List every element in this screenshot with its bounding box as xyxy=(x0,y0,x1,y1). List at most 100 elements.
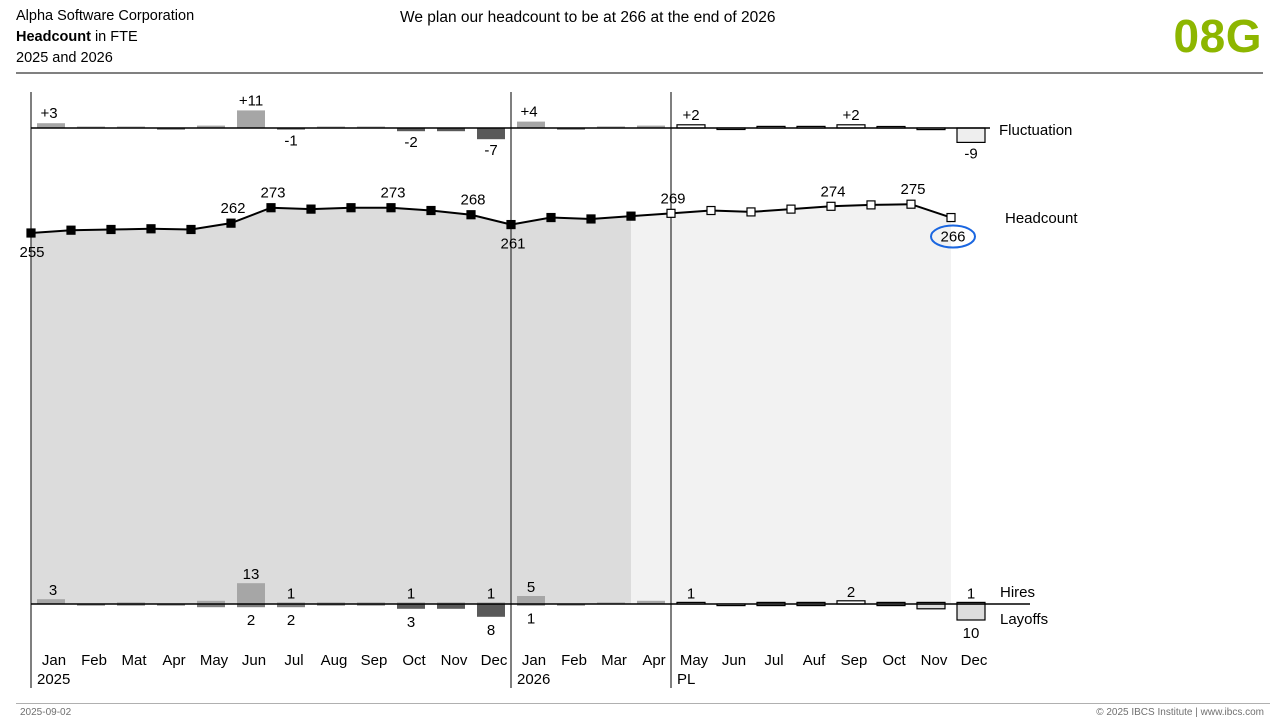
year-label: PL xyxy=(677,671,695,688)
hires-label: 2 xyxy=(847,584,855,601)
month-label: Dec xyxy=(481,652,508,669)
year-label: 2026 xyxy=(517,671,550,688)
month-label: Mar xyxy=(601,652,627,669)
measure-unit: in FTE xyxy=(90,29,138,45)
headcount-point xyxy=(506,219,516,230)
fluctuation-bar xyxy=(517,121,545,128)
hires-label: 1 xyxy=(967,585,975,602)
month-label: Auf xyxy=(803,652,826,669)
headcount-point xyxy=(866,200,876,210)
year-label: 2025 xyxy=(37,671,70,688)
headcount-label: 269 xyxy=(660,190,685,207)
layoffs-bar xyxy=(557,604,585,606)
hires-label: 1 xyxy=(407,585,415,602)
layoffs-label: 8 xyxy=(487,622,495,639)
measure-title: Headcount in FTE xyxy=(16,27,138,48)
layoffs-bar xyxy=(956,603,986,621)
headcount-point xyxy=(226,218,236,228)
layoffs-bar xyxy=(277,604,305,608)
headcount-label: 262 xyxy=(220,200,245,217)
hires-label: 3 xyxy=(49,582,57,599)
layoffs-label: 2 xyxy=(287,612,295,629)
headcount-point xyxy=(26,228,36,238)
layoffs-label: 1 xyxy=(527,611,535,628)
headcount-point xyxy=(266,203,276,213)
month-label: Jul xyxy=(284,652,303,669)
month-label: Feb xyxy=(561,652,587,669)
fluctuation-legend: Fluctuation xyxy=(999,122,1072,139)
headcount-point xyxy=(106,224,116,235)
footer-date: 2025-09-02 xyxy=(20,707,72,718)
headcount-point xyxy=(746,207,756,217)
month-label: Sep xyxy=(361,652,388,669)
month-label: Nov xyxy=(921,652,948,669)
hires-bar xyxy=(117,602,145,604)
layoffs-label: 2 xyxy=(247,612,255,629)
month-label: Jun xyxy=(722,652,746,669)
highlight-ellipse xyxy=(930,224,976,249)
headcount-label: 275 xyxy=(900,181,925,198)
fluctuation-bar xyxy=(277,128,305,130)
hires-bar xyxy=(437,602,465,604)
layoffs-bar xyxy=(157,604,185,606)
headcount-point xyxy=(306,204,316,214)
fluctuation-bar xyxy=(477,128,505,140)
footer-rule xyxy=(16,703,1270,704)
fluctuation-label: -9 xyxy=(964,145,977,162)
fluctuation-label: -7 xyxy=(484,142,497,159)
fluctuation-bar xyxy=(557,128,585,130)
hires-bar xyxy=(237,583,265,604)
layoffs-bar xyxy=(437,604,465,609)
layoffs-bar xyxy=(357,604,385,606)
month-label: Jan xyxy=(522,652,546,669)
layoffs-label: 10 xyxy=(963,625,980,642)
headcount-point xyxy=(786,204,796,214)
hires-bar xyxy=(277,602,305,604)
hires-bar xyxy=(317,602,345,604)
headcount-point xyxy=(66,225,76,235)
month-label: Apr xyxy=(162,652,185,669)
hires-label: 5 xyxy=(527,579,535,596)
month-label: Jan xyxy=(42,652,66,669)
layoffs-bar xyxy=(197,604,225,608)
fluctuation-label: +11 xyxy=(239,92,263,109)
month-label: Dec xyxy=(961,652,988,669)
headcount-final-label: 266 xyxy=(940,229,965,246)
footer-copyright: © 2025 IBCS Institute | www.ibcs.com xyxy=(1096,707,1264,718)
fluctuation-label: +4 xyxy=(520,104,537,121)
headcount-label: 255 xyxy=(19,244,44,261)
headcount-label: 273 xyxy=(380,185,405,202)
layoffs-bar xyxy=(77,604,105,606)
fluctuation-label: +2 xyxy=(682,107,699,124)
hires-label: 1 xyxy=(487,585,495,602)
fluctuation-bar xyxy=(437,128,465,132)
fluctuation-label: -2 xyxy=(404,134,417,151)
month-label: Sep xyxy=(841,652,868,669)
month-label: Oct xyxy=(402,652,426,669)
layoffs-legend: Layoffs xyxy=(1000,611,1048,628)
plan-area xyxy=(631,204,951,604)
hires-bar xyxy=(357,602,385,604)
headcount-point xyxy=(146,224,156,234)
month-label: May xyxy=(680,652,709,669)
hires-label: 13 xyxy=(243,566,260,583)
hires-label: 1 xyxy=(687,585,695,602)
headcount-point xyxy=(426,205,436,216)
headcount-line xyxy=(30,203,952,234)
headcount-point xyxy=(386,203,396,213)
headcount-point xyxy=(906,199,916,209)
headcount-point xyxy=(626,211,636,221)
hires-bar xyxy=(517,596,545,604)
headcount-label: 261 xyxy=(500,236,525,253)
fluctuation-label: -1 xyxy=(284,133,297,150)
month-label: Oct xyxy=(882,652,906,669)
layoffs-bar xyxy=(317,604,345,606)
fluctuation-bar xyxy=(37,123,65,128)
month-label: Apr xyxy=(642,652,665,669)
fluctuation-bar xyxy=(597,126,625,128)
headcount-label: 274 xyxy=(820,183,845,200)
hires-bar xyxy=(197,600,225,604)
measure-bold: Headcount xyxy=(16,29,91,45)
layoffs-bar xyxy=(117,604,145,606)
